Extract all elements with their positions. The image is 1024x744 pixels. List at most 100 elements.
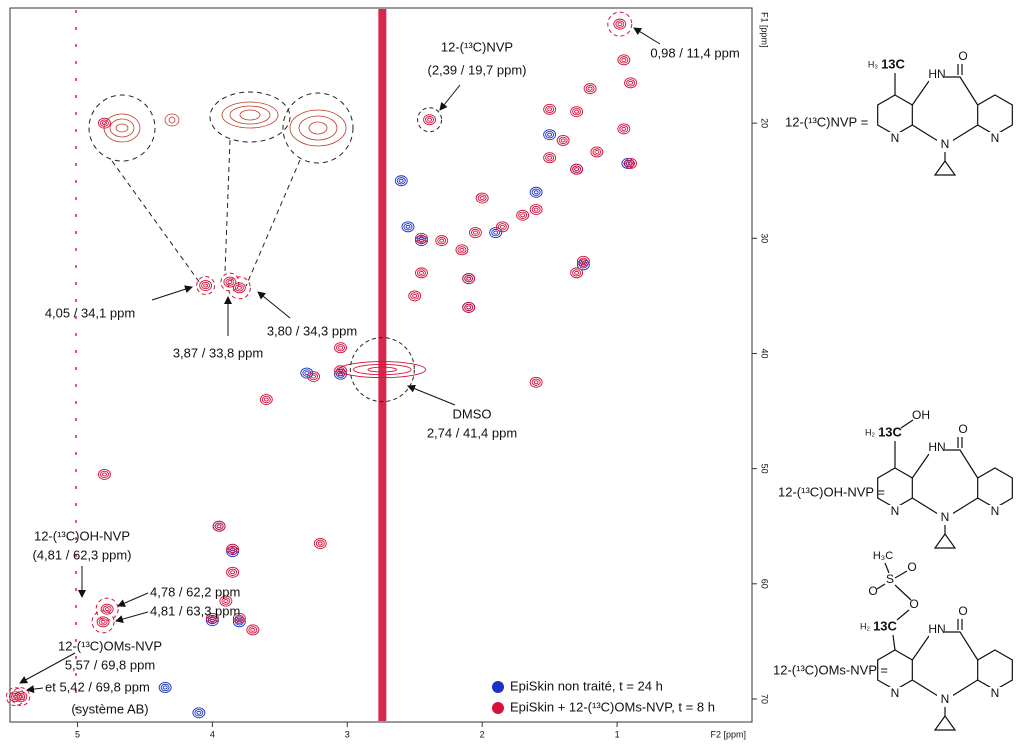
contour [570,163,584,175]
contour [225,278,235,286]
contour [302,369,312,377]
label-bg [937,138,953,152]
peak [408,290,422,302]
cyclopropyl [933,525,957,549]
label-bg [987,687,1003,701]
bond [911,124,939,142]
arrow [151,285,193,301]
contour [228,547,238,556]
contour [592,148,602,156]
x-tick-label: 5 [75,729,80,739]
peak [212,520,226,532]
peak [415,235,428,247]
ring [877,94,913,136]
contour [626,79,636,87]
contour [412,293,418,298]
contour [466,276,472,281]
contour [435,235,449,247]
highlight-circle [349,337,415,403]
peak [529,376,543,388]
bond [884,562,890,574]
atom-labels: HN O N N N H₃ 13C [868,49,1003,152]
contour [214,522,224,530]
contour [246,624,260,636]
contour [408,290,422,302]
cyclopropyl [933,707,957,731]
peak [307,371,320,382]
atom-label: HN [928,67,945,81]
label-bg [929,68,945,82]
atom-label: N [891,131,900,145]
contour [228,545,238,553]
atom-label: N [991,504,1000,518]
contour [624,77,638,89]
bond [911,497,939,515]
contour [313,538,327,549]
arrow [257,291,291,319]
contour [574,167,580,172]
contour [259,394,273,405]
annotation: 4,81 / 63,3 ppm [150,603,240,618]
contour [207,614,217,623]
arrow [117,592,149,607]
contour [625,161,631,166]
arrow [407,384,456,406]
annotation: (système AB) [71,701,148,716]
contour [623,159,633,168]
contour [100,603,114,615]
contour [226,566,240,578]
peak [570,106,584,118]
arrow [633,27,661,45]
contour [533,190,539,195]
x-tick-label: 2 [480,729,485,739]
peak [246,624,260,636]
contour [619,56,629,64]
contour [394,175,408,187]
peak [543,103,557,115]
atom-label: HN [928,440,945,454]
bond [911,80,930,106]
contour [547,132,553,137]
contour [419,236,424,241]
contour [497,223,507,231]
contour [263,397,269,402]
contour [464,303,474,312]
atom-label: N [891,686,900,700]
peak [590,146,604,158]
contour [221,597,231,605]
contour [97,117,111,129]
bond [945,76,979,106]
contour [315,539,325,548]
arrow [439,84,461,111]
substituent-label: OH [912,408,930,422]
dmso-stripe [378,9,387,721]
contour [472,230,478,235]
contour [192,707,206,719]
contour [334,342,347,354]
contour [570,267,584,279]
contour [558,136,568,145]
contour [572,165,582,173]
atom-label: O [958,604,967,618]
contour [518,211,528,219]
contour [543,103,557,115]
peak [475,192,489,204]
contour [216,524,222,529]
peak [621,158,635,169]
contour [401,221,415,233]
contour [307,371,320,382]
contour [457,246,467,254]
contour [405,224,411,229]
ring [977,649,1013,691]
contour [205,615,219,627]
peak [455,244,469,256]
legend-label: EpiSkin + 12-(¹³C)OMs-NVP, t = 8 h [510,699,715,714]
highlight-circle [417,107,443,133]
annotation: 4,05 / 34,1 ppm [45,305,135,320]
contour [529,376,543,388]
contour [410,292,420,300]
contour [212,520,226,532]
substituent-label: S [886,572,894,586]
y-axis-label: F1 [ppm] [760,12,770,48]
contour [533,380,539,385]
